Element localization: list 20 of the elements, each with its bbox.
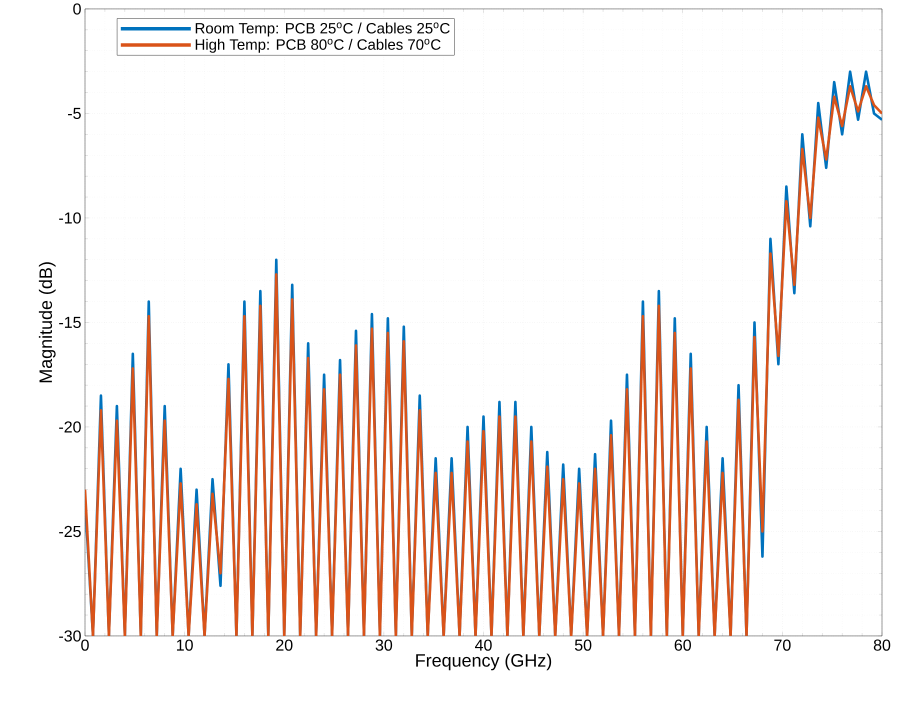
x-tick-label: 60 bbox=[674, 639, 691, 651]
y-tick-label: -5 bbox=[68, 108, 81, 120]
x-tick-label: 30 bbox=[376, 639, 392, 651]
y-tick-label: -10 bbox=[59, 212, 81, 224]
legend-label: High Temp: PCB 80$^{o}$C / Cables 70$^{o}$C bbox=[196, 38, 441, 53]
x-tick-label: 70 bbox=[774, 639, 791, 651]
x-tick-label: 80 bbox=[874, 639, 890, 651]
y-tick-label: -30 bbox=[59, 630, 81, 642]
x-tick-label: 10 bbox=[176, 639, 193, 651]
y-tick-label: -25 bbox=[59, 526, 81, 538]
x-tick-label: 20 bbox=[276, 639, 292, 651]
x-tick-label: 50 bbox=[574, 639, 592, 651]
x-axis-title: Frequency (GHz) bbox=[416, 654, 552, 670]
y-tick-label: -15 bbox=[59, 316, 81, 328]
y-axis-title: Magnitude (dB) bbox=[38, 262, 56, 382]
x-tick-label: 0 bbox=[81, 639, 89, 651]
x-tick-label: 40 bbox=[475, 639, 492, 651]
legend-label: Room Temp: PCB 25$^{o}$C / Cables 25$^{o}$C bbox=[196, 22, 450, 36]
y-tick-label: 0 bbox=[73, 3, 81, 15]
y-tick-label: -20 bbox=[59, 421, 81, 433]
